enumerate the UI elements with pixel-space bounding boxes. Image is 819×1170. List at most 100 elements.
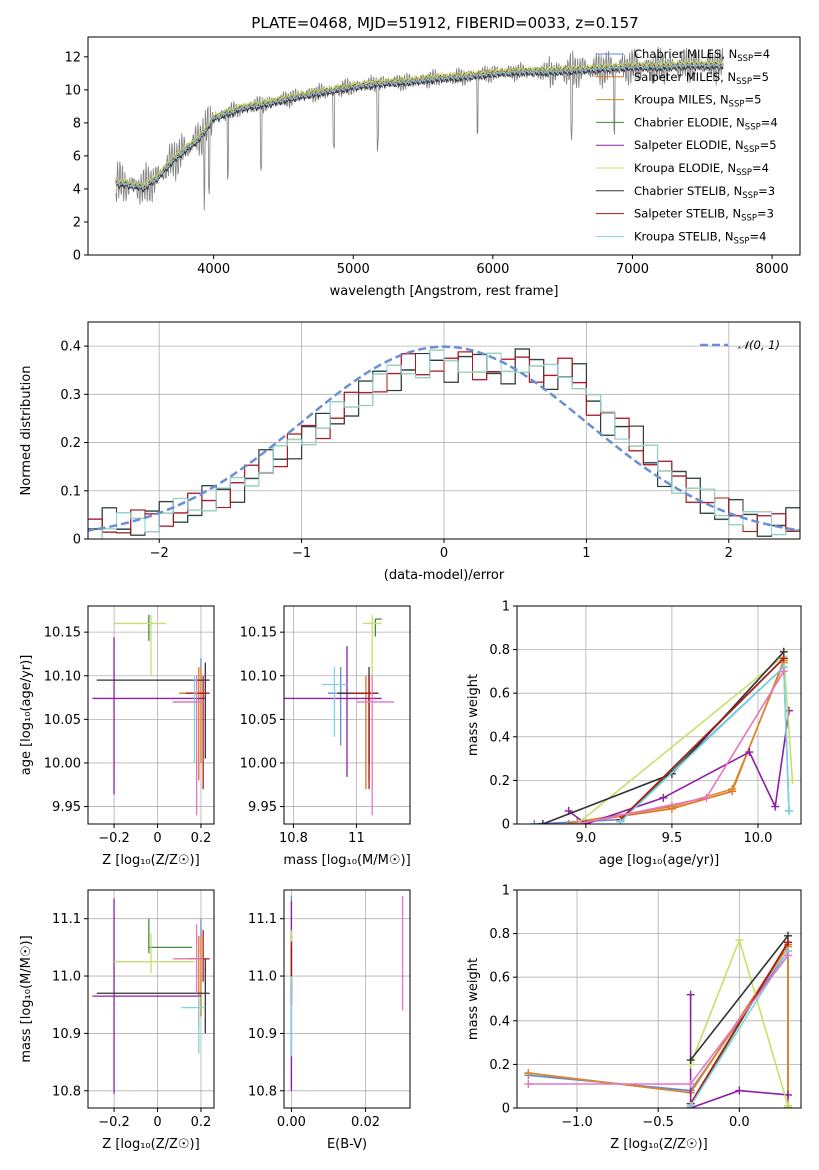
y-tick-label: 10.10 (44, 669, 81, 684)
histogram-step (88, 349, 800, 539)
y-tick-label: 10.15 (240, 626, 277, 641)
mass-weight-marker (784, 806, 793, 815)
legend-entry: Chabrier MILES, NSSP=4 (634, 47, 770, 64)
errorbar-point (185, 667, 206, 763)
normal-curve (88, 345, 800, 532)
axes-ticks: 4000 5000 6000 7000 8000 0 2 4 6 8 10 12 wavelength … (64, 36, 801, 299)
y-tick-label: 4 (73, 182, 81, 197)
plot-frame (516, 889, 802, 1109)
mass-weight-marker (564, 820, 573, 824)
mass-weight-line (619, 657, 785, 821)
y-tick-label: 10.10 (240, 669, 277, 684)
y-tick-label: 0.2 (489, 774, 510, 789)
axes-ticks: −1.0 −0.5 0.0 0 0.2 0.4 0.6 0.8 1 Z [log₁₀(Z/Z☉)]… (466, 884, 802, 1152)
plot-frame (283, 889, 411, 1109)
x-tick-label: 5000 (337, 262, 370, 277)
plot-frame (283, 605, 411, 825)
errorbar-point (96, 662, 210, 759)
x-tick-label: −0.2 (98, 831, 130, 846)
plot-frame (87, 889, 215, 1109)
model-spectrum-line (115, 63, 724, 193)
y-axis-label: mass weight (466, 958, 481, 1040)
errorbar-point (374, 618, 382, 637)
mass-weight-marker (581, 820, 590, 824)
x-axis-label: wavelength [Angstrom, rest frame] (330, 284, 559, 299)
legend-entry: Salpeter ELODIE, NSSP=5 (634, 138, 777, 155)
legend-entry: Chabrier STELIB, NSSP=3 (634, 184, 775, 201)
mass-weight-marker (771, 802, 780, 811)
y-tick-label: 10.15 (44, 626, 81, 641)
y-tick-label: 12 (64, 50, 81, 65)
mass-weight-line (577, 670, 785, 824)
mass-weight-marker (667, 802, 676, 811)
axes-ticks: −2 −1 0 1 2 0 0.1 0.2 0.3 0.4 (data-model)/error No… (19, 321, 801, 583)
y-tick-label: 0 (73, 249, 81, 264)
y-tick-label: 0 (73, 533, 81, 548)
y-tick-label: 10.9 (52, 1027, 81, 1042)
age-vs-Z-axes: −0.2 0 0.2 9.95 10.00 10.05 10.10 10.15 Z [log₁₀… (19, 605, 215, 868)
x-tick-label: 7000 (616, 262, 649, 277)
gridlines (517, 605, 801, 825)
x-tick-label: 0.0 (729, 1115, 750, 1130)
y-tick-label: 9.95 (248, 800, 277, 815)
x-tick-label: 10.0 (743, 831, 772, 846)
mass-weight-line (689, 935, 789, 1061)
gridlines (284, 890, 410, 1108)
legend-entry: 𝒩(0, 1) (738, 338, 780, 352)
y-tick-label: 11.0 (52, 970, 81, 985)
mass-weight-marker (728, 785, 737, 794)
mass-weight-marker (702, 793, 711, 802)
mass-weight-line (568, 710, 790, 824)
plot-area (92, 898, 210, 1094)
x-tick-label: 0.00 (277, 1115, 306, 1130)
plot-frame (87, 605, 215, 825)
x-axis-label: Z [log₁₀(Z/Z☉)] (102, 853, 199, 868)
age-vs-mass-axes: 10.8 11 9.95 10.00 10.05 10.10 10.15 mass [log₁… (240, 605, 411, 868)
errorbar-point (92, 898, 201, 1094)
x-tick-label: 10.8 (279, 831, 308, 846)
errorbar-point (185, 675, 210, 790)
spectrum-legend: Chabrier MILES, NSSP=4 Salpeter MILES, NS… (596, 47, 778, 246)
legend-entry: Salpeter STELIB, NSSP=3 (634, 207, 774, 224)
mass-weight-marker (745, 748, 754, 757)
mass-weight-marker (735, 1086, 744, 1095)
x-axis-label: mass [log₁₀(M/M☉)] (283, 853, 410, 868)
mass-weight-marker (616, 817, 625, 824)
y-tick-label: 9.95 (52, 800, 81, 815)
x-tick-label: 1 (582, 546, 590, 561)
y-tick-label: 0 (502, 1102, 510, 1117)
errorbar-point (96, 958, 210, 1034)
x-tick-label: 0 (153, 1115, 161, 1130)
errorbar-point (148, 918, 193, 954)
x-tick-label: 0 (440, 546, 448, 561)
x-tick-label: −1.0 (561, 1115, 593, 1130)
errorbar-point (172, 924, 204, 994)
plot-area (115, 46, 724, 211)
errorbar-point (328, 667, 347, 746)
spectrum-axes: 4000 5000 6000 7000 8000 0 2 4 6 8 10 12 wavelength … (64, 36, 801, 299)
y-tick-label: 0.3 (60, 388, 81, 403)
errorbar-point (356, 675, 395, 816)
plot-area (290, 895, 404, 1091)
x-tick-label: 4000 (197, 262, 230, 277)
mass-weight-marker (686, 1056, 695, 1065)
y-tick-label: 0.6 (489, 687, 510, 702)
model-spectrum-line (115, 61, 724, 191)
x-axis-label: (data-model)/error (384, 568, 505, 583)
errorbar-point (172, 675, 204, 816)
axes-ticks: 10.8 11 9.95 10.00 10.05 10.10 10.15 mass [log₁… (240, 605, 411, 868)
x-tick-label: 0 (153, 831, 161, 846)
y-tick-label: 10.05 (44, 713, 81, 728)
mass-weight-marker (538, 820, 547, 824)
x-axis-label: Z [log₁₀(Z/Z☉)] (610, 1137, 707, 1152)
legend-entry: Kroupa ELODIE, NSSP=4 (634, 161, 769, 178)
plot-area (92, 614, 210, 816)
mass-weight-marker (779, 654, 788, 663)
mass-weight-marker (784, 938, 793, 947)
y-tick-label: 10.9 (248, 1027, 277, 1042)
mass-weight-marker (735, 936, 744, 945)
mass-weight-marker (530, 820, 539, 824)
mass-weight-marker (686, 1101, 695, 1108)
mass-weight-marker (686, 990, 695, 999)
